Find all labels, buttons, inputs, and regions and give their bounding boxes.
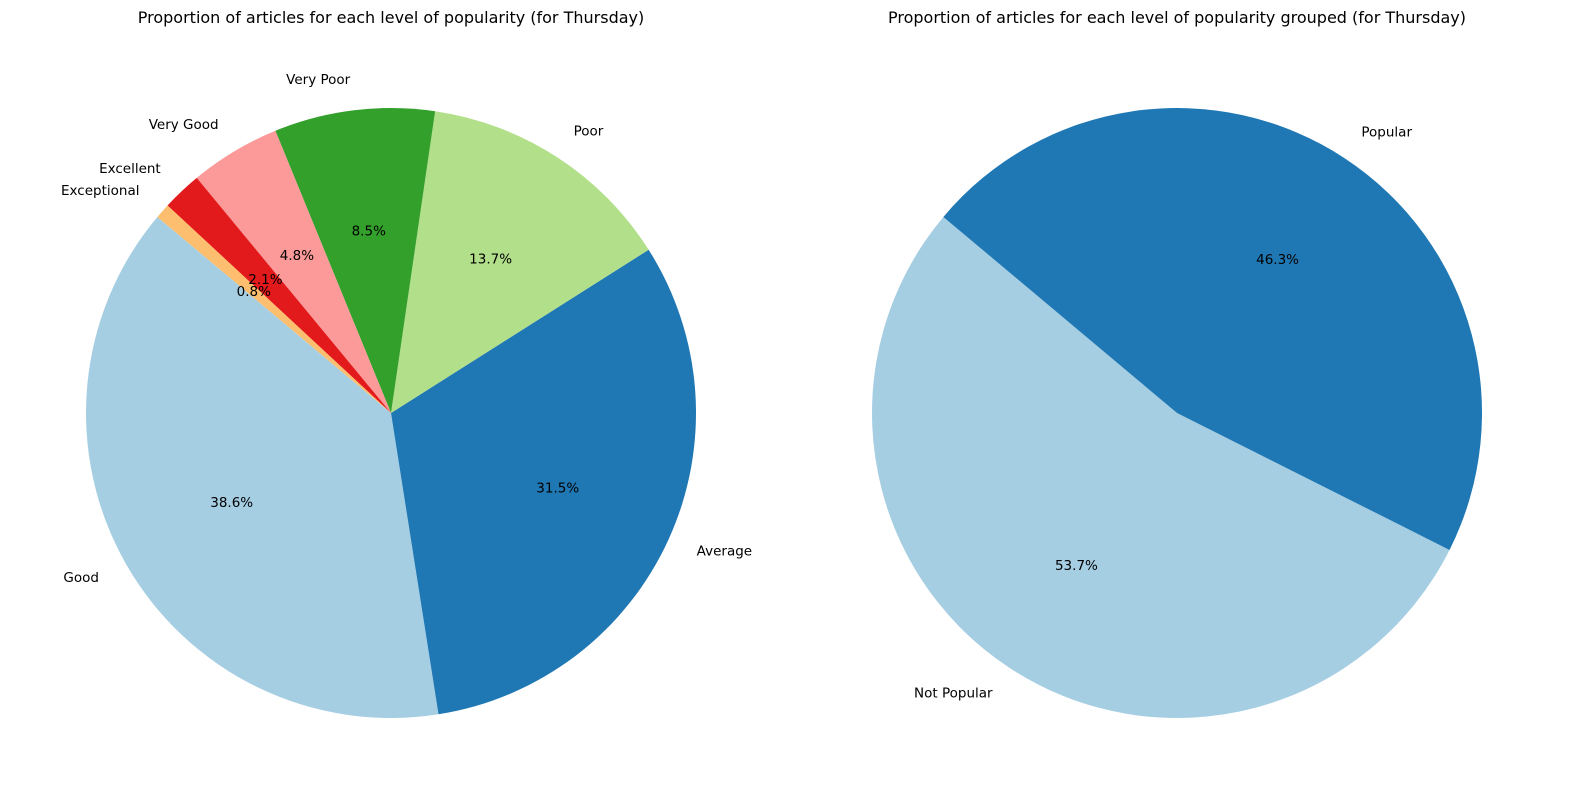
- slice-percent-popular: 46.3%: [1256, 252, 1299, 268]
- pie-slice-excellent: [167, 177, 391, 413]
- slice-percent-good: 38.6%: [210, 495, 253, 511]
- slice-label-poor: Poor: [574, 124, 604, 140]
- slice-percent-poor: 13.7%: [469, 251, 512, 267]
- chart-title: Proportion of articles for each level of…: [138, 8, 644, 27]
- pie-slice-popular: [943, 107, 1483, 550]
- pie-slice-very-poor: [275, 108, 436, 413]
- pie-slice-not-popular: [872, 216, 1450, 718]
- slice-percent-not-popular: 53.7%: [1055, 558, 1098, 574]
- slice-label-not-popular: Not Popular: [914, 685, 993, 701]
- pie-chart-popularity-levels: Proportion of articles for each level of…: [61, 8, 752, 719]
- slice-label-excellent: Excellent: [99, 161, 161, 177]
- pie-slice-poor: [391, 111, 649, 413]
- slice-label-good: Good: [63, 570, 99, 586]
- slice-label-very-poor: Very Poor: [286, 72, 351, 88]
- slice-percent-very-poor: 8.5%: [352, 223, 386, 239]
- chart-title: Proportion of articles for each level of…: [888, 8, 1466, 27]
- slice-percent-average: 31.5%: [536, 480, 579, 496]
- pie-chart-popularity-grouped: Proportion of articles for each level of…: [872, 8, 1483, 718]
- slice-percent-exceptional: 0.8%: [237, 284, 271, 300]
- pie-slice-average: [391, 249, 696, 715]
- slice-percent-excellent: 2.1%: [248, 272, 282, 288]
- slice-label-popular: Popular: [1361, 125, 1412, 141]
- pie-slice-very-good: [196, 130, 391, 413]
- slice-percent-very-good: 4.8%: [280, 248, 314, 264]
- pie-slice-good: [85, 216, 439, 719]
- pie-slice-exceptional: [157, 205, 391, 413]
- slice-label-exceptional: Exceptional: [61, 183, 139, 199]
- slice-label-average: Average: [697, 543, 752, 559]
- slice-label-very-good: Very Good: [149, 117, 219, 133]
